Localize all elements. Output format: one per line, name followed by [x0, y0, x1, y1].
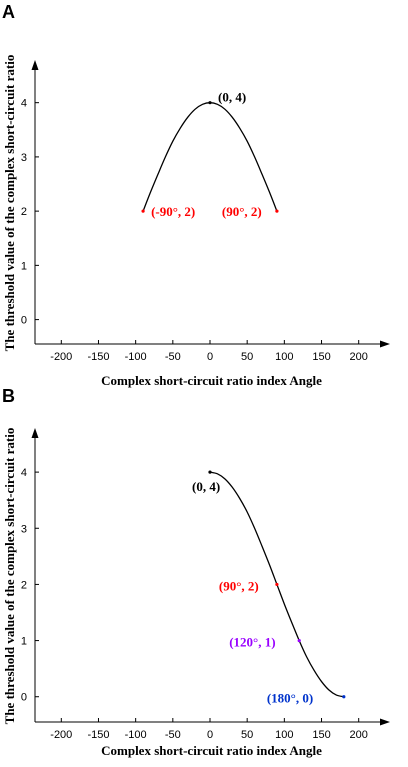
annotation-label: (-90°, 2)	[151, 204, 195, 219]
y-tick-label: 4	[21, 98, 27, 110]
annotation-point	[275, 582, 279, 587]
y-tick-label: 2	[21, 579, 27, 591]
annotation-label: (120°, 1)	[229, 635, 275, 650]
x-axis-arrow	[380, 340, 390, 348]
x-axis-arrow	[380, 718, 390, 726]
annotation-label: (0, 4)	[192, 479, 220, 494]
x-tick-label: 150	[312, 351, 330, 363]
y-tick-label: 0	[21, 315, 27, 327]
y-tick-label: 1	[21, 636, 27, 648]
panel-letter: B	[2, 386, 15, 406]
panel-letter: A	[2, 2, 15, 22]
x-tick-label: -200	[50, 351, 72, 363]
y-axis-arrow	[31, 428, 39, 438]
y-tick-label: 2	[21, 206, 27, 218]
x-tick-label: 150	[312, 729, 330, 741]
y-tick-label: 3	[21, 523, 27, 535]
x-tick-label: -50	[165, 351, 181, 363]
annotation-point	[141, 209, 145, 213]
x-tick-label: -100	[125, 729, 147, 741]
x-tick-label: -200	[50, 729, 72, 741]
y-axis-title: The threshold value of the complex short…	[2, 428, 17, 725]
y-tick-label: 4	[21, 467, 27, 479]
annotation-point	[208, 470, 212, 474]
x-tick-label: 0	[207, 729, 213, 741]
x-tick-label: -50	[165, 729, 181, 741]
y-tick-label: 0	[21, 692, 27, 704]
annotation-label: (90°, 2)	[219, 578, 259, 593]
x-tick-label: 200	[350, 729, 368, 741]
x-tick-label: 200	[350, 351, 368, 363]
annotation-point	[275, 209, 279, 213]
annotation-point	[297, 638, 301, 643]
y-axis-title: The threshold value of the complex short…	[2, 55, 17, 352]
annotation-point	[342, 695, 346, 699]
x-tick-label: 0	[207, 351, 213, 363]
x-tick-label: 50	[241, 729, 253, 741]
x-tick-label: -100	[125, 351, 147, 363]
y-tick-label: 1	[21, 260, 27, 272]
x-tick-label: 100	[275, 729, 293, 741]
annotation-label: (180°, 0)	[267, 691, 313, 706]
annotation-point	[208, 101, 212, 105]
annotation-label: (90°, 2)	[222, 204, 262, 219]
x-axis-title: Complex short-circuit ratio index Angle	[101, 743, 322, 758]
x-tick-label: -150	[87, 351, 109, 363]
x-tick-label: -150	[87, 729, 109, 741]
chart-panel-a: A -200 -150 -100 -50 0 50 100 150 200 0 1 2 3 4 Complex…	[2, 2, 390, 388]
series-line	[142, 102, 278, 212]
x-tick-label: 50	[241, 351, 253, 363]
y-axis-arrow	[31, 60, 39, 70]
y-tick-label: 3	[21, 152, 27, 164]
x-axis-title: Complex short-circuit ratio index Angle	[101, 373, 322, 388]
x-tick-label: 100	[275, 351, 293, 363]
chart-panel-b: B -200 -150 -100 -50 0 50 100 150 200 0 1 2 3 4 Complex…	[2, 386, 390, 758]
annotation-label: (0, 4)	[218, 90, 246, 105]
